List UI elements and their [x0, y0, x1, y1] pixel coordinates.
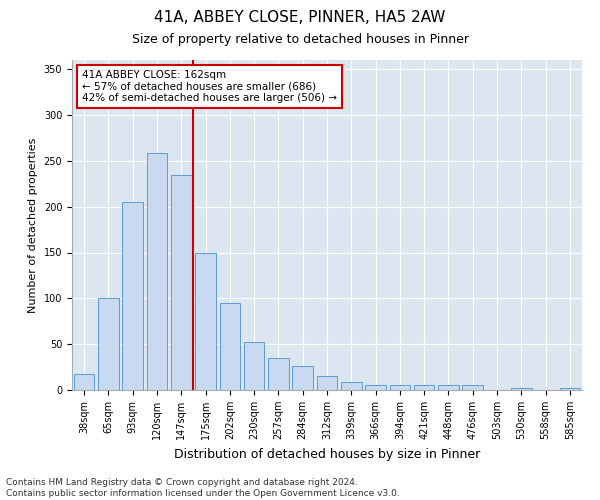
Bar — [220, 303, 240, 390]
Bar — [268, 358, 289, 390]
Text: 41A ABBEY CLOSE: 162sqm
← 57% of detached houses are smaller (686)
42% of semi-d: 41A ABBEY CLOSE: 162sqm ← 57% of detache… — [82, 70, 337, 103]
Text: Size of property relative to detached houses in Pinner: Size of property relative to detached ho… — [131, 32, 469, 46]
Bar — [414, 386, 434, 390]
Text: Contains HM Land Registry data © Crown copyright and database right 2024.
Contai: Contains HM Land Registry data © Crown c… — [6, 478, 400, 498]
X-axis label: Distribution of detached houses by size in Pinner: Distribution of detached houses by size … — [174, 448, 480, 460]
Bar — [292, 366, 313, 390]
Bar — [74, 374, 94, 390]
Text: 41A, ABBEY CLOSE, PINNER, HA5 2AW: 41A, ABBEY CLOSE, PINNER, HA5 2AW — [154, 10, 446, 25]
Bar — [341, 382, 362, 390]
Y-axis label: Number of detached properties: Number of detached properties — [28, 138, 38, 312]
Bar — [463, 386, 483, 390]
Bar — [511, 388, 532, 390]
Bar — [98, 298, 119, 390]
Bar — [195, 252, 216, 390]
Bar — [122, 202, 143, 390]
Bar — [171, 174, 191, 390]
Bar — [244, 342, 265, 390]
Bar — [146, 154, 167, 390]
Bar — [389, 386, 410, 390]
Bar — [438, 386, 459, 390]
Bar — [317, 376, 337, 390]
Bar — [560, 388, 580, 390]
Bar — [365, 386, 386, 390]
